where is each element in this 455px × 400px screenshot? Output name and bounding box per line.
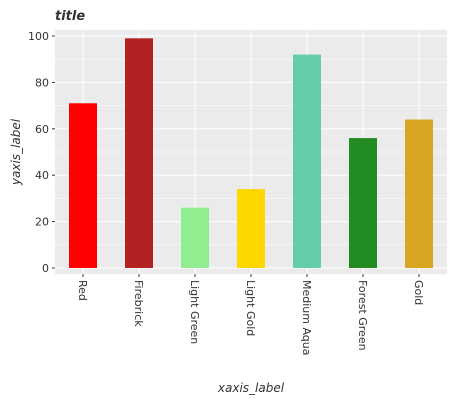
- bar-light-green: [181, 207, 209, 268]
- y-tick-label: 40: [35, 169, 49, 182]
- x-tick-label: Gold: [412, 280, 425, 305]
- bar-forest-green: [349, 138, 377, 268]
- bar-red: [69, 103, 97, 268]
- bars: [69, 38, 433, 269]
- x-axis-title: xaxis_label: [217, 381, 285, 395]
- y-axis-ticks: 0 20 40 60 80 100: [28, 30, 55, 275]
- x-tick-label: Medium Aqua: [300, 280, 313, 356]
- x-tick-label: Red: [76, 280, 89, 301]
- x-tick-label: Light Gold: [244, 280, 257, 336]
- y-tick-label: 60: [35, 123, 49, 136]
- x-tick-label: Firebrick: [132, 280, 145, 327]
- bar-medium-aqua: [293, 54, 321, 269]
- y-tick-label: 100: [28, 30, 49, 43]
- bar-firebrick: [125, 38, 153, 268]
- y-tick-label: 20: [35, 216, 49, 229]
- x-axis-ticks: Red Firebrick Light Green Light Gold Medium …: [76, 274, 425, 356]
- bar-light-gold: [237, 189, 265, 268]
- y-tick-label: 80: [35, 76, 49, 89]
- y-axis-title: yaxis_label: [9, 118, 23, 186]
- x-tick-label: Light Green: [188, 280, 201, 344]
- bar-gold: [405, 119, 433, 269]
- chart-title: title: [55, 9, 85, 24]
- y-tick-label: 0: [42, 262, 49, 275]
- x-tick-label: Forest Green: [356, 280, 369, 351]
